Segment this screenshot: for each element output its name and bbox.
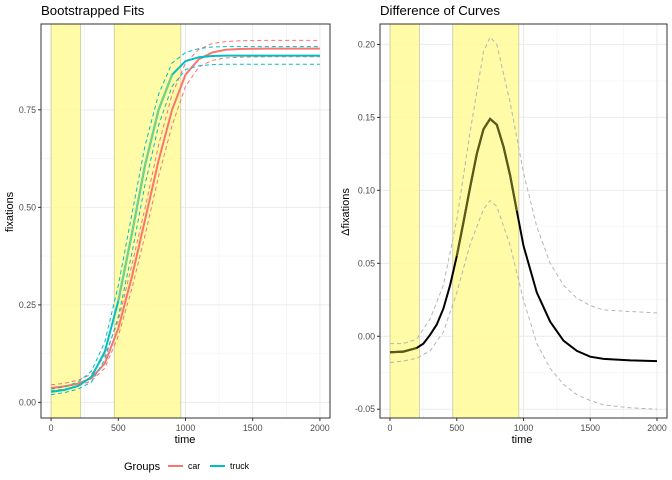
right-chart-panel: Difference of Curves 0 500 1000 1500 2000 -0.… <box>340 3 668 446</box>
left-truck-lower-ci <box>51 63 320 396</box>
left-x-tick-label: 0 <box>49 423 54 433</box>
right-y-tick-label: 0.20 <box>358 39 375 49</box>
right-highlight-band-1 <box>390 24 420 418</box>
right-y-tick-label: 0.10 <box>358 185 375 195</box>
left-truck-upper-ci <box>51 46 320 390</box>
legend: Groups car truck <box>124 461 250 473</box>
right-x-axis-label: time <box>512 434 533 446</box>
right-x-tick-label: 1500 <box>580 423 600 433</box>
right-difference-highlighted-segment <box>389 346 417 354</box>
left-y-axis-label: fixations <box>4 191 16 232</box>
left-highlight-band-1 <box>51 24 81 418</box>
right-x-tick-label: 0 <box>388 423 393 433</box>
right-x-tick-label: 2000 <box>647 423 667 433</box>
right-y-tick-label: -0.05 <box>355 404 375 414</box>
left-car-upper-ci <box>51 39 320 386</box>
left-y-tick-label: 0.50 <box>19 202 36 212</box>
left-x-tick-label: 1000 <box>176 423 196 433</box>
left-car-lower-ci <box>51 56 320 392</box>
left-overlap-segment <box>117 74 174 302</box>
right-x-tick-label: 1000 <box>514 423 534 433</box>
right-x-tick-label: 500 <box>449 423 464 433</box>
left-y-tick-label: 0.75 <box>19 105 36 115</box>
left-x-tick-label: 1500 <box>243 423 263 433</box>
right-y-tick-label: 0.00 <box>358 331 375 341</box>
right-chart-title: Difference of Curves <box>380 3 500 18</box>
right-difference-lower-ci <box>389 199 658 410</box>
right-y-axis-label: Δfixations <box>340 188 352 236</box>
legend-label-truck: truck <box>230 461 250 471</box>
right-difference-highlighted-segment <box>455 117 518 257</box>
left-x-tick-label: 2000 <box>310 423 330 433</box>
left-y-tick-label: 0.25 <box>19 300 36 310</box>
left-chart-panel: Bootstrapped Fits 0 500 1000 1500 2000 0.00 0.… <box>4 3 331 446</box>
legend-title: Groups <box>124 461 161 473</box>
right-difference-upper-ci <box>390 36 658 345</box>
legend-label-car: car <box>188 461 200 471</box>
left-x-tick-label: 500 <box>111 423 126 433</box>
left-highlight-band-2 <box>114 24 181 418</box>
left-chart-title: Bootstrapped Fits <box>41 3 145 18</box>
right-y-tick-label: 0.15 <box>358 112 375 122</box>
left-y-tick-label: 0.00 <box>19 397 36 407</box>
left-x-axis-label: time <box>175 434 196 446</box>
right-y-tick-label: 0.05 <box>358 258 375 268</box>
